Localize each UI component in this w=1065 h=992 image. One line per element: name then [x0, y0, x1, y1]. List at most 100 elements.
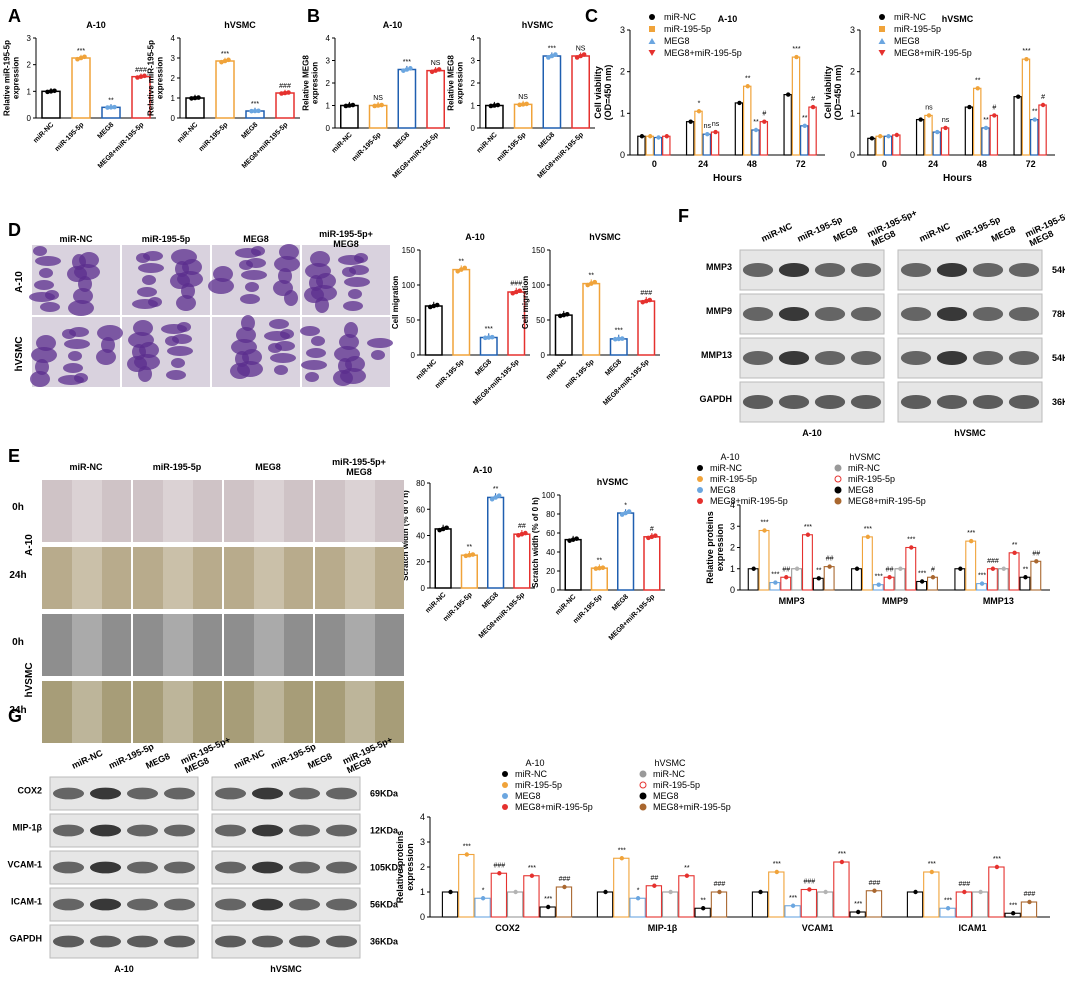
bar	[275, 92, 295, 119]
kda-label: 12KDa	[370, 826, 399, 836]
data-point	[467, 552, 472, 558]
y-tick-label: 60	[416, 505, 425, 514]
data-point	[1024, 56, 1029, 62]
stained-cell	[182, 259, 202, 275]
significance-label: **	[816, 567, 822, 574]
stained-cell	[371, 350, 385, 360]
bar	[989, 114, 999, 156]
blot-band	[89, 861, 122, 874]
significance-label: ns	[942, 117, 950, 124]
significance-label: #	[811, 96, 815, 103]
data-point	[653, 533, 658, 539]
bar	[972, 87, 982, 156]
protein-label: COX2	[17, 786, 42, 796]
legend-marker	[649, 26, 655, 32]
data-point	[640, 299, 646, 305]
data-point	[404, 67, 410, 72]
data-point	[470, 552, 476, 557]
data-point	[684, 873, 690, 878]
data-point	[979, 581, 985, 586]
stained-cell	[345, 356, 365, 372]
data-point	[489, 334, 495, 340]
data-point	[619, 856, 625, 861]
y-tick-label: 20	[546, 567, 555, 576]
data-point	[196, 95, 201, 100]
data-point	[969, 538, 974, 544]
x-tick-label: 24	[928, 159, 938, 169]
y-tick-label: 40	[546, 548, 555, 557]
blot-band	[163, 898, 196, 911]
data-point	[489, 496, 495, 502]
y-tick-label: 2	[326, 79, 331, 88]
blot-band	[742, 350, 774, 366]
significance-label: #	[650, 526, 654, 533]
data-point	[1010, 911, 1016, 916]
kda-label: 56KDa	[370, 900, 399, 910]
y-axis-label: Relative MEG8expression	[302, 55, 320, 111]
stained-cell	[213, 266, 233, 282]
bar	[823, 566, 835, 591]
legend-label: MEG8	[664, 36, 690, 46]
stained-cell	[73, 288, 93, 304]
stained-cell	[137, 287, 157, 297]
data-point	[45, 89, 50, 95]
data-point	[493, 495, 498, 500]
y-tick-label: 50	[536, 316, 545, 325]
chart-C1: 0 1 2 3 A-10 Cell viability(OD=450 nm) Hours 0 *…	[593, 14, 825, 184]
legend-label: miR-NC	[894, 12, 926, 22]
x-tick-label: miR-195-5p	[54, 121, 86, 153]
data-point	[773, 580, 778, 585]
panel-label-C: C	[585, 6, 598, 26]
bar	[555, 886, 573, 918]
stained-cell	[69, 327, 89, 337]
protein-label: GAPDH	[9, 934, 42, 944]
micrograph	[133, 614, 222, 676]
data-point	[429, 69, 435, 75]
data-point	[495, 102, 501, 108]
y-tick-label: 0	[411, 351, 416, 360]
legend-label: miR-NC	[710, 463, 742, 473]
x-tick-label: miR-NC	[476, 131, 499, 154]
significance-label: ***	[403, 59, 411, 66]
data-point	[652, 883, 657, 888]
data-point	[427, 304, 433, 310]
stained-cell	[39, 268, 53, 278]
blot-band	[52, 935, 85, 948]
blot-band	[850, 306, 882, 322]
bar	[905, 546, 917, 591]
y-tick-label: 40	[416, 532, 425, 541]
legend-marker	[502, 804, 508, 810]
x-tick-label: MEG8	[392, 131, 411, 150]
y-tick-label: 4	[171, 34, 176, 43]
stained-cell	[315, 297, 329, 313]
blot-band	[1008, 306, 1040, 322]
significance-label: **	[753, 119, 759, 126]
significance-label: ***	[864, 526, 872, 533]
data-point	[978, 889, 983, 895]
significance-label: *	[637, 887, 640, 894]
data-point	[549, 53, 555, 59]
bar	[609, 338, 628, 356]
significance-label: **	[1012, 542, 1018, 549]
data-point	[855, 909, 861, 915]
protein-label: MIP-1β	[13, 823, 43, 833]
x-tick-label: MEG8	[611, 593, 630, 612]
y-tick-label: 3	[420, 837, 425, 847]
y-axis-label: Cell viability(OD=450 nm)	[823, 65, 843, 121]
blot-band	[325, 824, 358, 837]
data-point	[252, 108, 258, 114]
data-point	[557, 313, 563, 319]
data-point	[75, 56, 80, 62]
bar	[542, 55, 562, 129]
wound-gap	[72, 547, 102, 609]
legend-label: miR-195-5p	[515, 780, 562, 790]
y-axis-label: Cell migration	[391, 276, 400, 329]
y-tick-label: 1	[620, 108, 625, 118]
legend-marker	[639, 770, 647, 778]
data-point	[249, 108, 254, 114]
data-point	[758, 889, 763, 895]
stained-cell	[176, 295, 196, 311]
legend-label: miR-NC	[653, 769, 685, 779]
blot-lane-label: MEG8	[306, 751, 333, 771]
